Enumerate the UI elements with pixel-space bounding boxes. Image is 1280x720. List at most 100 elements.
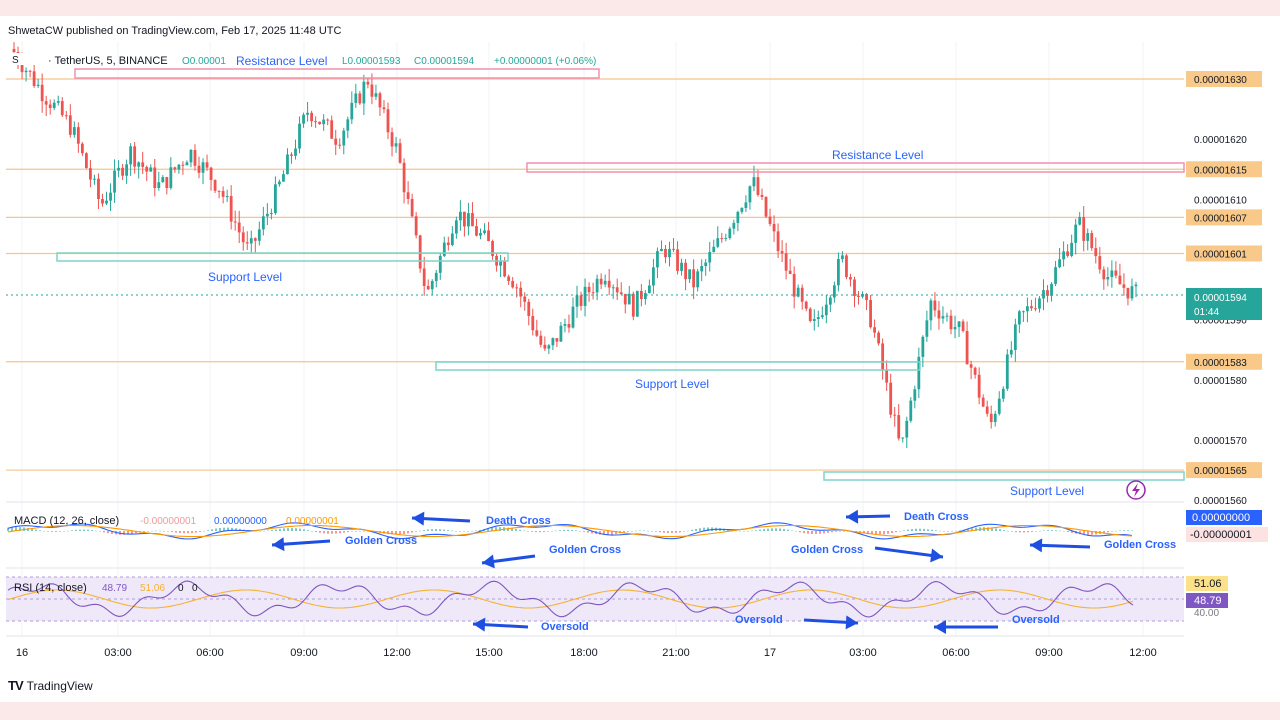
- macd-bar: [771, 528, 773, 531]
- candlestick-chart[interactable]: Resistance Level Resistance Level Suppor…: [0, 16, 1280, 702]
- candle-body: [913, 389, 917, 401]
- price-tick-4: 0.00001607: [1194, 213, 1247, 224]
- candle-body: [426, 285, 430, 290]
- candle-body: [410, 198, 414, 217]
- candle-body: [370, 84, 374, 97]
- macd-bar: [231, 527, 233, 531]
- rsi-level-text: 40.00: [1194, 608, 1219, 619]
- golden-cross-label-2: Golden Cross: [549, 544, 621, 556]
- macd-bar: [1031, 531, 1033, 532]
- candle-body: [1106, 277, 1110, 280]
- candle-body: [157, 182, 161, 189]
- macd-bar: [1067, 531, 1069, 533]
- level-badge-10: [1186, 462, 1262, 479]
- macd-bar: [755, 530, 757, 531]
- macd-bar: [835, 531, 837, 532]
- price-tick-9: 0.00001570: [1194, 436, 1247, 447]
- macd-bar: [59, 531, 61, 532]
- candle-body: [668, 248, 671, 258]
- macd-bar: [443, 529, 445, 531]
- candle-body: [1110, 270, 1114, 278]
- candle-body: [72, 127, 76, 135]
- candle-body: [752, 177, 756, 187]
- candle-body: [97, 178, 100, 200]
- candle-body: [503, 261, 507, 277]
- candle-body: [330, 120, 334, 139]
- candle-body: [615, 287, 619, 293]
- candle-body: [68, 115, 72, 135]
- candle-body: [824, 304, 828, 316]
- macd-bar: [411, 531, 413, 533]
- candle-body: [724, 237, 728, 239]
- alert-bolt-icon[interactable]: [1126, 480, 1146, 500]
- price-tick-0: 0.00001630: [1194, 75, 1247, 86]
- rsi-title: RSI (14, close): [14, 582, 87, 594]
- candle-body: [350, 102, 354, 120]
- macd-bar: [1047, 530, 1049, 531]
- macd-bar: [1123, 530, 1125, 531]
- macd-bar: [1023, 531, 1025, 533]
- macd-bar: [643, 530, 645, 532]
- candle-body: [740, 208, 744, 212]
- macd-bar: [811, 531, 813, 534]
- macd-bar: [43, 531, 45, 532]
- macd-bar: [639, 530, 641, 531]
- candle-body: [1118, 275, 1122, 285]
- candle-body: [768, 216, 772, 224]
- candle-body: [1005, 354, 1009, 389]
- candle-body: [265, 213, 269, 217]
- tradingview-logo[interactable]: TV TradingView: [8, 678, 93, 693]
- macd-bar: [815, 531, 817, 535]
- death-cross-label-2: Death Cross: [904, 511, 969, 523]
- candle-body: [684, 262, 687, 280]
- macd-bar: [47, 531, 49, 532]
- price-tick-6: 0.00001590: [1194, 316, 1247, 327]
- candle-body: [909, 400, 913, 421]
- time-tick-1: 03:00: [104, 647, 132, 659]
- macd-bar: [267, 530, 269, 532]
- macd-bar: [475, 530, 477, 532]
- level-badge-5: [1186, 245, 1262, 262]
- candle-body: [342, 130, 346, 146]
- candle-body: [607, 280, 611, 288]
- candle-body: [784, 253, 788, 271]
- arrow-head-8: [845, 615, 858, 630]
- macd-bar: [535, 531, 537, 533]
- candle-body: [1134, 284, 1138, 287]
- ohlc-close: C0.00001594: [414, 56, 474, 67]
- candle-body: [390, 132, 394, 147]
- macd-bar: [403, 531, 405, 535]
- candle-body: [193, 150, 197, 166]
- candle-body: [885, 370, 889, 383]
- candle-body: [953, 327, 957, 330]
- candle-body: [688, 269, 692, 280]
- macd-bar: [395, 531, 397, 535]
- macd-bar: [111, 531, 113, 534]
- macd-bar: [1131, 530, 1133, 532]
- candle-body: [551, 338, 555, 346]
- macd-bar: [19, 527, 21, 531]
- macd-bar: [123, 531, 125, 535]
- macd-bar: [499, 527, 501, 531]
- macd-bar: [307, 530, 309, 531]
- candle-body: [925, 320, 929, 337]
- macd-bar: [107, 531, 109, 534]
- candle-body: [189, 150, 193, 163]
- chart-card: ShwetaCW published on TradingView.com, F…: [0, 16, 1280, 702]
- macd-bar: [671, 531, 673, 533]
- macd-bar: [1027, 531, 1029, 533]
- resistance-box-1: [74, 68, 600, 79]
- macd-bar: [863, 531, 865, 533]
- macd-bar: [991, 527, 993, 531]
- candle-body: [201, 162, 205, 173]
- candle-body: [652, 267, 655, 286]
- macd-bar: [707, 527, 709, 531]
- macd-bar: [547, 531, 549, 532]
- candle-body: [816, 317, 820, 320]
- macd-bar: [943, 531, 945, 532]
- macd-bar: [743, 531, 745, 532]
- candle-body: [969, 364, 973, 368]
- death-cross-label-1: Death Cross: [486, 515, 551, 527]
- macd-bar: [923, 528, 925, 531]
- candle-body: [511, 280, 515, 288]
